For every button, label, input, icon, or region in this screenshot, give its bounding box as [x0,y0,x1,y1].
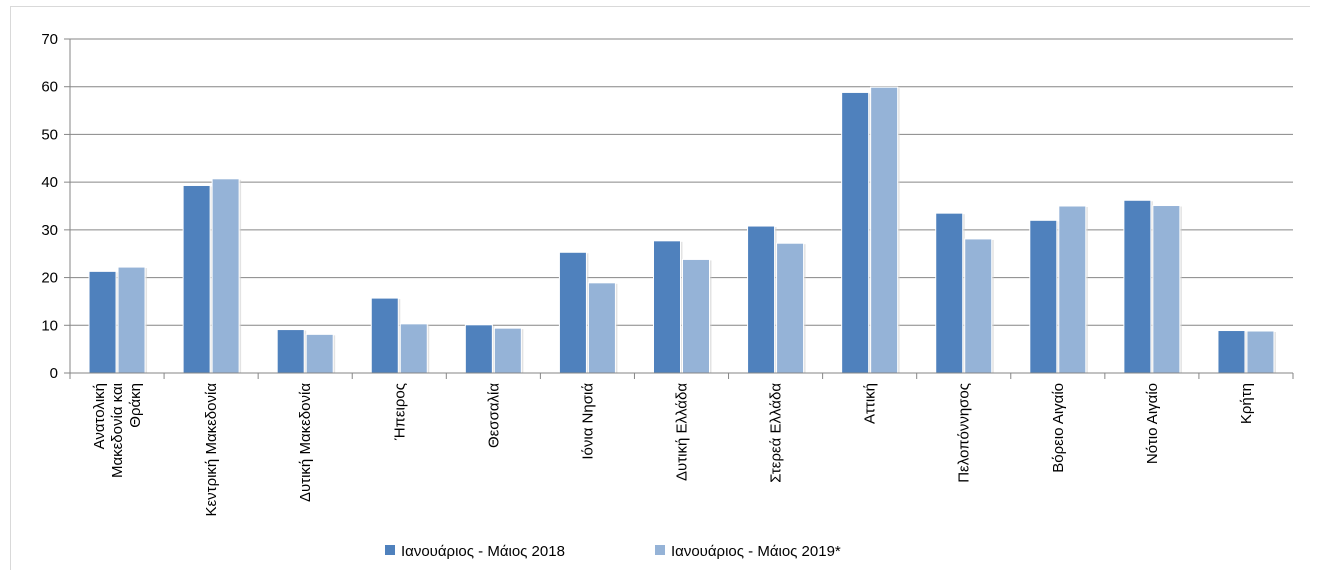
axes [64,38,1294,379]
bar-2018 [935,212,964,374]
y-tick-label: 60 [41,79,58,96]
bar-2019 [682,258,710,374]
x-category-label: Θεσσαλία [485,383,502,448]
bar-2019 [776,242,805,374]
bar-2019 [964,238,993,374]
legend-item-2018-label: Ιανουάριος - Μάιος 2018 [401,543,565,560]
y-tick-label: 70 [41,31,58,48]
bars [88,86,1276,374]
bar-2019 [1246,330,1275,374]
y-tick-label: 20 [41,270,58,287]
bar-2018 [1217,330,1246,374]
legend: Ιανουάριος - Μάιος 2018 Ιανουάριος - Μάιο… [385,543,841,560]
bar-2018 [747,225,776,374]
bar-2019 [587,282,616,374]
x-category-label-line: Πελοπόννησος [956,383,973,483]
legend-item-2019-swatch [655,545,665,555]
x-category-label: Βόρειο Αιγαίο [1050,383,1067,473]
axis-labels: 0 10 20 30 40 50 60 70 Ανατολική Μακεδονία και Θρά… [41,31,1255,517]
y-tick-label: 0 [50,365,58,382]
x-category-label: Ήπειρος [391,383,408,441]
bar-2018 [88,270,117,374]
x-category-label: Νότιο Αιγαίο [1144,383,1161,464]
bar-2018 [182,184,211,374]
y-tick-label: 50 [41,126,58,143]
x-category-label: Πελοπόννησος [956,383,973,483]
x-category-label-line: Βόρειο Αιγαίο [1050,383,1067,473]
bar-2019 [1058,205,1087,374]
y-tick-label: 30 [41,222,58,239]
x-category-label-line: Ανατολική [91,383,108,449]
x-category-label: Δυτική Ελλάδα [674,383,691,481]
chart-frame [10,6,1310,570]
y-tick-label: 10 [41,317,58,334]
bar-2018 [653,240,681,374]
x-category-label-line: Μακεδονία και [109,383,126,478]
x-category-label-line: Θράκη [127,383,144,428]
x-category-label-line: Ήπειρος [391,383,408,441]
bar-2018 [841,91,870,374]
x-category-label: Ιόνια Νησιά [579,383,596,460]
bar-2018 [558,251,587,374]
x-category-label-line: Νότιο Αιγαίο [1144,383,1161,464]
bar-2019 [870,86,899,374]
bar-2018 [1029,219,1058,374]
legend-item-2019-label: Ιανουάριος - Μάιος 2019* [671,543,841,560]
x-category-label: Κεντρική Μακεδονία [203,383,220,517]
x-category-label-line: Αττική [862,383,879,424]
x-category-label-line: Κρήτη [1238,383,1255,424]
x-category-label-line: Δυτική Ελλάδα [674,383,691,481]
bar-2018 [464,324,493,374]
x-category-label-line: Στερεά Ελλάδα [768,383,785,483]
legend-item-2018-swatch [385,545,395,555]
x-category-label: Στερεά Ελλάδα [768,383,785,483]
y-tick-label: 40 [41,174,58,191]
bar-2019 [493,327,522,374]
bar-2019 [399,323,428,374]
x-category-label-line: Κεντρική Μακεδονία [203,383,220,517]
bar-2018 [1123,199,1152,374]
x-category-label: Δυτική Μακεδονία [297,383,314,502]
x-category-label-line: Θεσσαλία [485,383,502,448]
x-category-label-line: Ιόνια Νησιά [579,383,596,460]
x-category-label: Αττική [862,383,879,424]
bar-2019 [305,333,334,374]
x-category-label-line: Δυτική Μακεδονία [297,383,314,502]
x-category-label: Ανατολική Μακεδονία και Θράκη [91,383,144,478]
bar-2019 [117,266,146,374]
bar-2018 [276,329,305,374]
bar-2018 [370,297,399,374]
bar-2019 [211,178,240,374]
bar-2019 [1152,205,1181,374]
x-category-label: Κρήτη [1238,383,1255,424]
